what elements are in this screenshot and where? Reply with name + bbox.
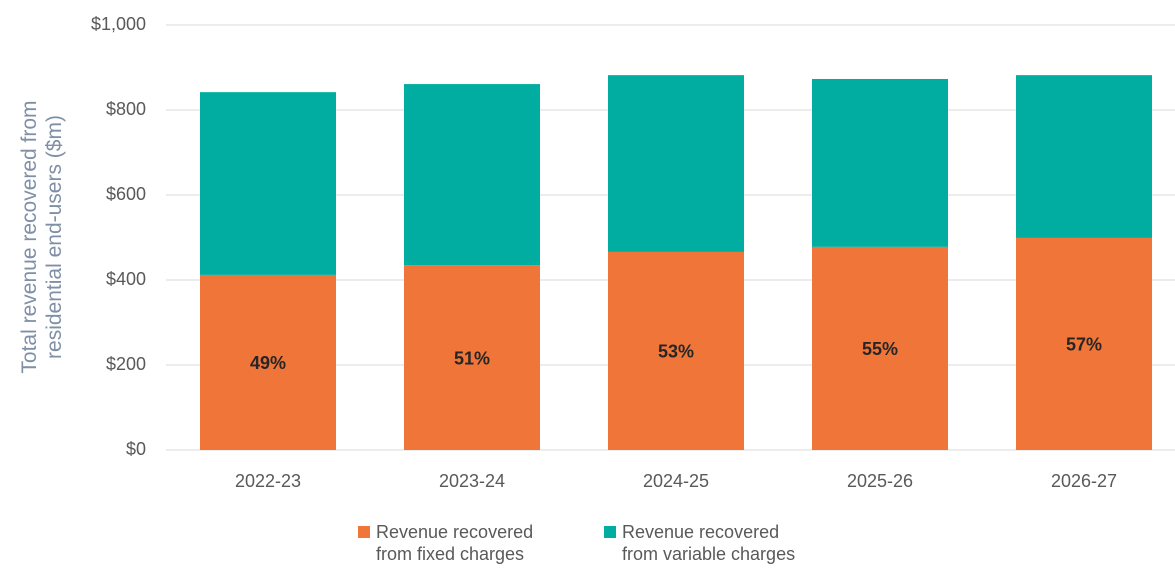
bar-segment (404, 84, 540, 266)
data-label: 53% (658, 342, 694, 362)
x-tick-label: 2024-25 (643, 471, 709, 491)
x-tick-label: 2025-26 (847, 471, 913, 491)
bar-segment (1016, 237, 1152, 450)
x-tick-label: 2023-24 (439, 471, 505, 491)
bar-segment (608, 251, 744, 450)
legend-label: Revenue recovered from variable charges (622, 522, 796, 564)
y-tick-label: $1,000 (91, 14, 146, 34)
bar-segment (200, 92, 336, 275)
y-tick-label: $200 (106, 354, 146, 374)
data-label: 57% (1066, 335, 1102, 355)
legend-item: Revenue recovered from variable charges (604, 521, 795, 565)
bar-segment (812, 78, 948, 247)
legend-swatch (604, 526, 616, 538)
y-axis-title: Total revenue recovered from residential… (18, 100, 66, 374)
y-tick-label: $600 (106, 184, 146, 204)
bar-segment (404, 265, 540, 450)
legend-label: Revenue recovered from fixed charges (376, 522, 534, 564)
bar-segment (200, 274, 336, 450)
y-tick-label: $0 (126, 439, 146, 459)
x-tick-label: 2026-27 (1051, 471, 1117, 491)
y-tick-label: $400 (106, 269, 146, 289)
data-label: 49% (250, 353, 286, 373)
legend-item: Revenue recovered from fixed charges (358, 521, 533, 565)
bar-segment (608, 75, 744, 252)
legend-swatch (358, 526, 370, 538)
bar-segment (812, 246, 948, 450)
y-tick-label: $800 (106, 99, 146, 119)
bar-segment (1016, 75, 1152, 238)
data-label: 51% (454, 348, 490, 368)
x-tick-label: 2022-23 (235, 471, 301, 491)
data-label: 55% (862, 339, 898, 359)
